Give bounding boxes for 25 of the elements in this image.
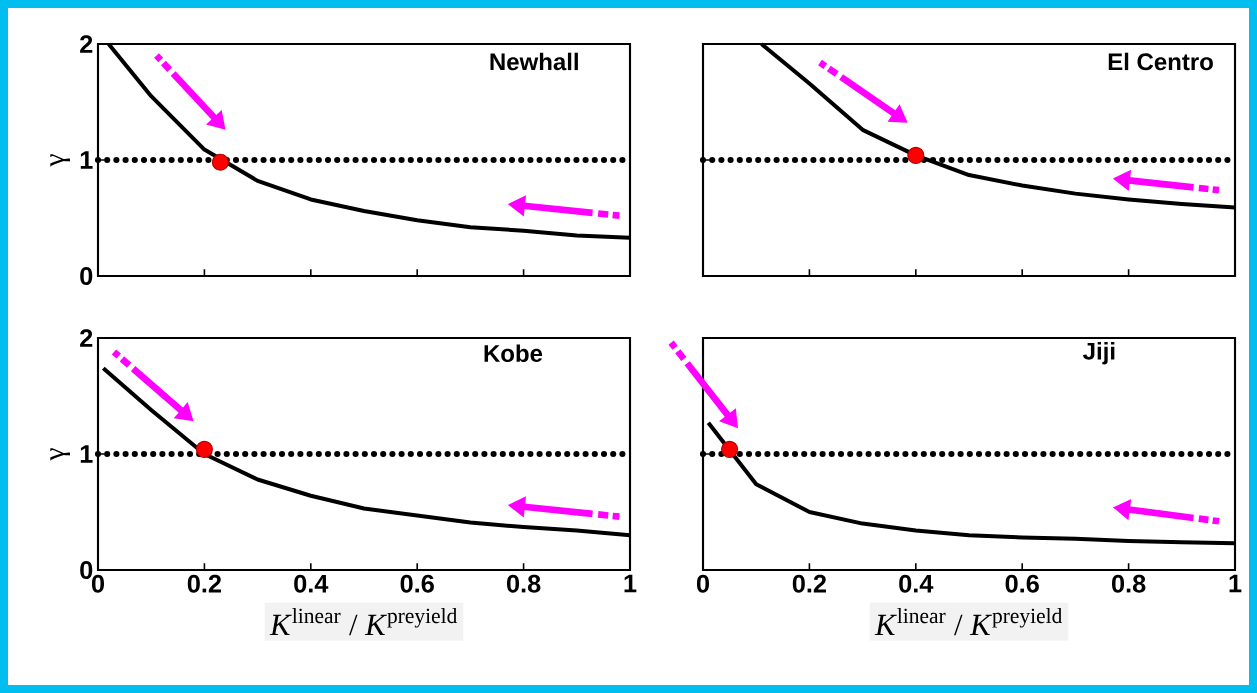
chart-title: Newhall (490, 52, 578, 71)
x-tick-label: 0.6 (1005, 574, 1039, 593)
x-tick-label: 0.6 (400, 574, 434, 593)
x-tick-label: 1 (1229, 574, 1242, 593)
y-tick-label: 2 (80, 329, 93, 347)
x-tick-label: 0.8 (507, 574, 541, 593)
y-tick-label: 1 (80, 151, 93, 169)
y-tick-label: 0 (80, 561, 93, 579)
chart-title: Kobe (484, 344, 543, 363)
y-tick-label: 0 (80, 267, 93, 285)
x-tick-label: 0.4 (294, 574, 329, 593)
x-tick-label: 0 (696, 574, 710, 593)
y-tick-label: 1 (80, 445, 93, 463)
y-axis-title: γ (50, 154, 71, 167)
y-tick-label: 2 (80, 35, 93, 53)
chart-title: El Centro (1108, 52, 1213, 71)
x-tick-label: 0.4 (899, 574, 934, 593)
x-tick-label: 1 (624, 574, 637, 593)
y-axis-title: γ (50, 448, 71, 461)
x-axis-title: K$^{linear}$ / K$^{preyield}$ (269, 608, 458, 636)
chart-title: Jiji (1083, 342, 1115, 365)
x-tick-label: 0.2 (792, 574, 826, 593)
x-tick-label: 0.8 (1112, 574, 1146, 593)
x-tick-label: 0.2 (187, 574, 221, 593)
x-axis-title: K$^{linear}$ / K$^{preyield}$ (874, 608, 1063, 636)
